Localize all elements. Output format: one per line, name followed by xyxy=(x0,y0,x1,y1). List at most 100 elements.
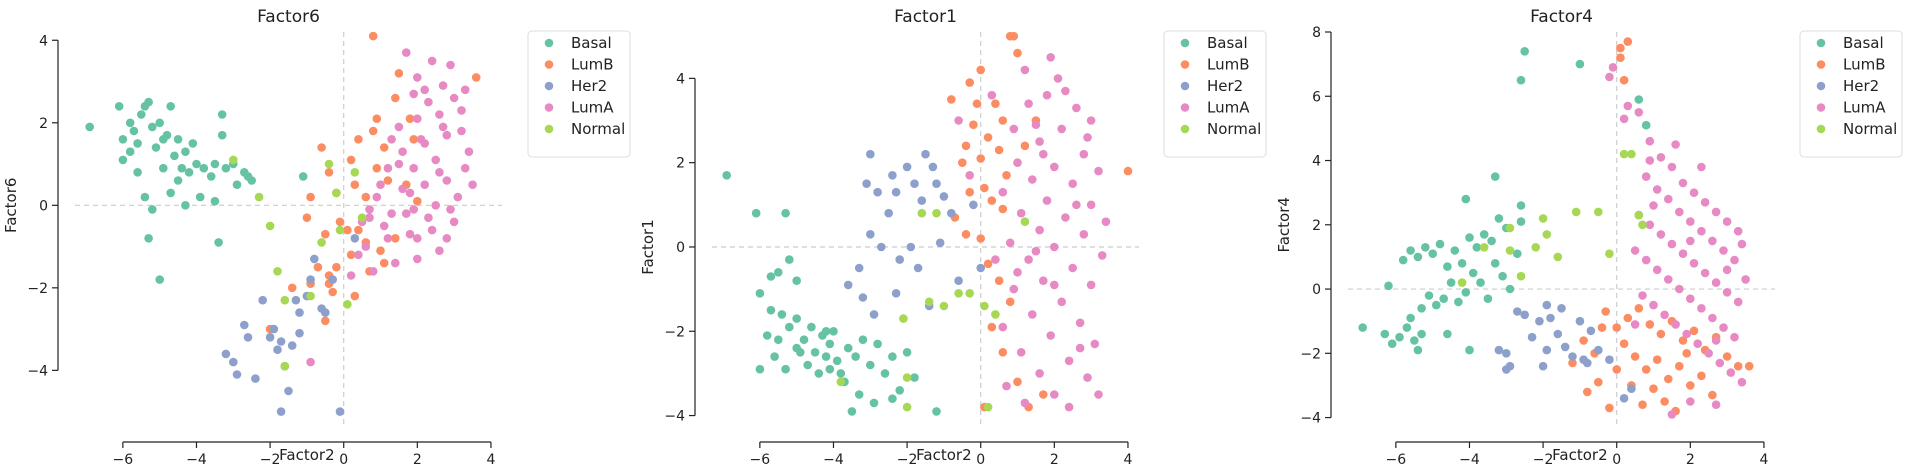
data-point xyxy=(932,208,941,218)
data-point xyxy=(774,268,783,277)
legend-marker xyxy=(544,60,554,69)
data-point xyxy=(1733,226,1743,236)
data-point xyxy=(1039,276,1048,286)
data-point xyxy=(184,168,194,177)
data-point xyxy=(1061,86,1070,96)
y-tick-label: 8 xyxy=(1312,25,1321,41)
data-point xyxy=(1395,332,1404,342)
data-point xyxy=(869,310,879,319)
data-point xyxy=(1094,390,1103,399)
data-point xyxy=(346,250,356,260)
data-point xyxy=(1042,90,1052,100)
legend-entry: Basal xyxy=(571,34,612,52)
data-point xyxy=(383,234,393,243)
data-point xyxy=(965,171,974,180)
data-point xyxy=(280,295,290,305)
data-point xyxy=(1605,403,1614,413)
data-point xyxy=(821,352,831,361)
legend-entry: Her2 xyxy=(1843,77,1879,95)
data-point xyxy=(1035,369,1044,378)
y-tick-label: 0 xyxy=(39,198,48,214)
data-point xyxy=(324,168,334,177)
data-point xyxy=(442,176,452,185)
data-point xyxy=(368,126,378,136)
data-point xyxy=(810,348,820,357)
data-point xyxy=(1623,37,1633,46)
legend-entry: LumB xyxy=(571,56,614,74)
data-point xyxy=(1039,390,1048,399)
data-point xyxy=(350,291,360,301)
data-point xyxy=(1594,377,1603,387)
data-point xyxy=(906,242,916,252)
data-point xyxy=(1630,320,1640,329)
y-axis-label: Factor4 xyxy=(1275,197,1293,252)
data-point xyxy=(939,192,949,201)
data-point xyxy=(350,180,360,189)
data-point xyxy=(1516,217,1526,226)
data-point xyxy=(1413,345,1423,355)
data-point xyxy=(832,356,842,366)
data-point xyxy=(416,135,426,144)
data-point xyxy=(1009,124,1019,134)
data-point xyxy=(1627,149,1636,159)
data-point xyxy=(229,155,238,165)
data-point xyxy=(1686,217,1695,226)
data-point xyxy=(287,341,297,350)
data-point xyxy=(825,339,835,349)
data-point xyxy=(954,276,963,286)
data-point xyxy=(442,234,452,243)
data-point xyxy=(1016,208,1026,218)
data-point xyxy=(1678,336,1688,345)
data-point xyxy=(1737,377,1747,387)
data-point xyxy=(983,402,993,412)
data-point xyxy=(1686,397,1695,406)
series-luma xyxy=(1605,63,1750,419)
data-point xyxy=(1638,400,1647,410)
x-tick-label: 2 xyxy=(1050,452,1059,468)
y-tick-label: −4 xyxy=(664,409,685,425)
x-tick-label: −4 xyxy=(186,452,207,468)
data-point xyxy=(1417,329,1426,339)
data-point xyxy=(1072,103,1081,113)
data-point xyxy=(1711,278,1721,287)
data-point xyxy=(1479,230,1489,239)
data-point xyxy=(1035,225,1044,235)
data-point xyxy=(273,267,282,276)
data-point xyxy=(843,343,853,353)
data-point xyxy=(1652,185,1662,194)
data-point xyxy=(217,130,227,140)
series-her2 xyxy=(221,234,360,416)
data-point xyxy=(1101,217,1111,226)
x-axis-label: Factor2 xyxy=(1552,446,1607,464)
data-point xyxy=(409,135,419,144)
data-point xyxy=(310,254,319,264)
data-point xyxy=(394,122,404,132)
data-point xyxy=(1024,99,1033,108)
legend-marker xyxy=(1180,81,1190,91)
data-point xyxy=(965,289,974,298)
data-point xyxy=(1428,249,1437,258)
data-point xyxy=(1542,300,1552,310)
y-tick-label: 4 xyxy=(39,33,48,49)
data-point xyxy=(983,259,993,269)
data-point xyxy=(1664,194,1673,204)
data-point xyxy=(1461,288,1471,297)
data-point xyxy=(1667,239,1677,249)
data-point xyxy=(247,176,256,185)
data-point xyxy=(1641,365,1651,374)
data-point xyxy=(321,316,330,326)
data-point xyxy=(1704,349,1713,358)
data-point xyxy=(851,352,860,361)
legend-marker xyxy=(1816,60,1826,69)
data-point xyxy=(939,301,949,311)
data-point xyxy=(1053,74,1063,83)
data-point xyxy=(129,126,139,136)
data-point xyxy=(998,116,1008,125)
data-point xyxy=(446,205,455,214)
data-point xyxy=(1413,252,1423,262)
x-tick-label: 2 xyxy=(1686,452,1695,468)
data-point xyxy=(1634,210,1644,220)
data-point xyxy=(983,133,993,142)
data-point xyxy=(1490,259,1500,268)
